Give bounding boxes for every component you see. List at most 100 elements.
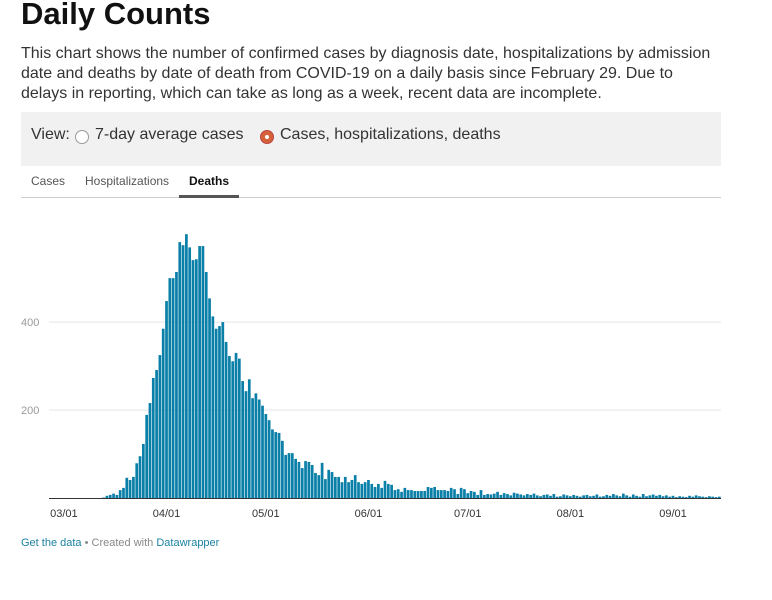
bar bbox=[141, 443, 145, 498]
x-tick-label: 04/01 bbox=[153, 508, 181, 520]
credit-text: Created with bbox=[91, 537, 154, 549]
bar bbox=[221, 322, 225, 498]
bar bbox=[267, 420, 271, 498]
radio-7day-average[interactable]: 7-day average cases bbox=[75, 126, 244, 144]
bar bbox=[588, 496, 592, 498]
bar bbox=[363, 482, 367, 498]
bar bbox=[694, 495, 698, 498]
bar bbox=[340, 482, 344, 498]
bar bbox=[237, 358, 241, 498]
bar bbox=[294, 458, 297, 498]
bar bbox=[135, 463, 139, 498]
bar bbox=[208, 298, 211, 498]
footer: Get the data • Created with Datawrapper bbox=[21, 537, 219, 549]
radio-selected-icon[interactable] bbox=[260, 130, 274, 144]
bar bbox=[128, 479, 132, 498]
bar bbox=[562, 494, 566, 498]
bar bbox=[271, 429, 274, 498]
bar bbox=[426, 487, 430, 498]
bar bbox=[343, 476, 347, 498]
bar bbox=[314, 472, 317, 498]
bar bbox=[151, 377, 155, 498]
bar bbox=[482, 494, 486, 498]
bar bbox=[400, 491, 403, 498]
bar bbox=[304, 461, 307, 498]
bar bbox=[655, 495, 658, 498]
deaths-bar-chart: 200 400 03/01 04/01 05/01 06/01 07/01 08/01 09/0… bbox=[21, 234, 721, 520]
bar bbox=[552, 494, 556, 498]
bar bbox=[456, 494, 460, 498]
bar bbox=[522, 495, 526, 498]
bar bbox=[201, 246, 205, 498]
bar bbox=[701, 496, 705, 498]
bar bbox=[373, 487, 377, 498]
bar bbox=[281, 440, 284, 498]
datawrapper-link[interactable]: Datawrapper bbox=[156, 537, 220, 549]
tab-deaths[interactable]: Deaths bbox=[179, 174, 240, 198]
bar bbox=[476, 494, 480, 498]
bar bbox=[582, 495, 585, 498]
bar bbox=[459, 487, 463, 498]
bar bbox=[698, 496, 701, 498]
bar bbox=[320, 462, 324, 498]
radio-cases-hosp-deaths[interactable]: Cases, hospitalizations, deaths bbox=[260, 126, 501, 144]
page-title: Daily Counts bbox=[21, 0, 211, 31]
bar bbox=[211, 316, 215, 498]
bar bbox=[148, 403, 152, 498]
bar bbox=[645, 496, 648, 498]
bar bbox=[228, 355, 231, 498]
bar bbox=[251, 398, 254, 498]
bar bbox=[439, 490, 443, 498]
x-tick-label: 05/01 bbox=[252, 508, 280, 520]
bar bbox=[377, 483, 380, 498]
tab-cases[interactable]: Cases bbox=[31, 174, 66, 188]
bar bbox=[333, 476, 337, 498]
bar bbox=[621, 493, 625, 498]
bar bbox=[307, 461, 311, 498]
bar bbox=[545, 494, 549, 498]
bar bbox=[234, 352, 238, 498]
bar bbox=[592, 495, 595, 498]
bar bbox=[380, 487, 384, 498]
bar bbox=[555, 496, 559, 498]
bar bbox=[353, 475, 357, 498]
bar bbox=[674, 497, 678, 498]
bar bbox=[188, 247, 192, 498]
bar bbox=[549, 495, 552, 498]
bar bbox=[608, 495, 612, 498]
bar bbox=[519, 494, 523, 498]
bar bbox=[615, 495, 619, 498]
bar bbox=[572, 494, 576, 498]
bar bbox=[496, 491, 499, 498]
bar bbox=[191, 260, 195, 498]
bar bbox=[453, 489, 456, 498]
bar bbox=[287, 453, 291, 498]
bar bbox=[324, 479, 327, 498]
bar bbox=[181, 245, 185, 498]
x-tick-label: 09/01 bbox=[659, 508, 687, 520]
radio-label: 7-day average cases bbox=[95, 126, 244, 143]
bar bbox=[310, 465, 314, 498]
bar bbox=[595, 494, 599, 498]
radio-unselected-icon[interactable] bbox=[75, 130, 89, 144]
bar bbox=[688, 495, 691, 498]
bar bbox=[145, 414, 149, 498]
bar bbox=[416, 490, 420, 498]
bar bbox=[231, 361, 235, 498]
get-data-link[interactable]: Get the data bbox=[21, 537, 82, 549]
tab-hospitalizations[interactable]: Hospitalizations bbox=[85, 174, 170, 188]
bar bbox=[449, 487, 453, 498]
bar bbox=[578, 496, 582, 498]
bar bbox=[108, 494, 112, 498]
separator: • bbox=[84, 537, 89, 549]
bar bbox=[542, 494, 546, 498]
bar bbox=[161, 328, 165, 498]
bar bbox=[658, 494, 662, 498]
bar bbox=[138, 456, 142, 498]
bar bbox=[122, 487, 125, 498]
bar bbox=[224, 341, 228, 498]
bar bbox=[516, 493, 519, 498]
bar bbox=[539, 496, 542, 498]
chart-tabs: Cases Hospitalizations Deaths bbox=[21, 166, 721, 198]
bar bbox=[711, 496, 715, 498]
